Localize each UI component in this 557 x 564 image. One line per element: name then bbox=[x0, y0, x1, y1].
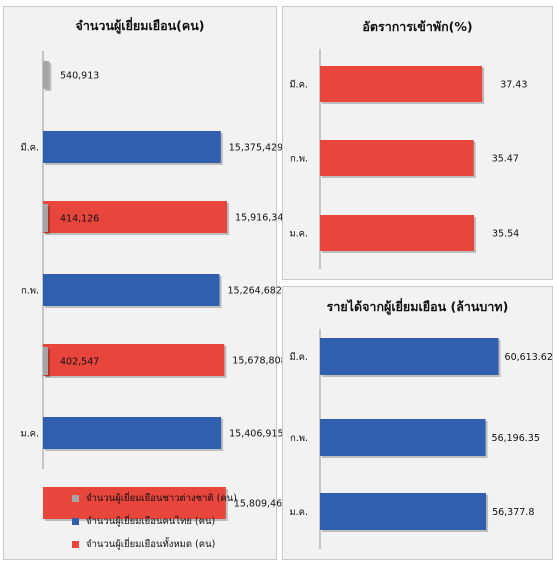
visitors-data-label-total-0: 15,916,342 bbox=[235, 213, 289, 224]
occupancy-category-label-1: ก.พ. bbox=[290, 154, 308, 165]
occupancy-bar-rate-0 bbox=[320, 66, 483, 102]
visitors-category-label-1: ก.พ. bbox=[21, 286, 39, 297]
legend-label-foreign: จำนวนผู้เยี่ยมเยือนชาวต่างชาติ (คน) bbox=[86, 493, 237, 504]
visitors-data-label-foreign-2: 402,547 bbox=[60, 357, 99, 368]
visitors-legend: จำนวนผู้เยี่ยมเยือนชาวต่างชาติ (คน) จำนว… bbox=[72, 487, 237, 556]
legend-item-thai: จำนวนผู้เยี่ยมเยือนคนไทย (คน) bbox=[72, 510, 237, 533]
visitors-bar-foreign-0 bbox=[43, 61, 50, 89]
visitors-chart-panel: จำนวนผู้เยี่ยมเยือน(คน) มี.ค. 540,913 15,3… bbox=[3, 6, 289, 560]
income-bar-income-0 bbox=[320, 338, 499, 375]
legend-swatch-foreign bbox=[72, 495, 79, 502]
occupancy-chart-panel: อัตราการเข้าพัก(%) มี.ค. 37.43 ก.พ. 35.47 ม.… bbox=[282, 6, 553, 280]
visitors-data-label-total-1: 15,678,808 bbox=[232, 356, 286, 367]
visitors-category-label-0: มี.ค. bbox=[20, 142, 39, 154]
visitors-bar-foreign-2 bbox=[43, 347, 48, 375]
legend-swatch-total bbox=[72, 541, 79, 548]
visitors-bar-total-1 bbox=[43, 344, 225, 376]
occupancy-bar-rate-1 bbox=[320, 140, 474, 176]
visitors-bar-thai-1 bbox=[43, 274, 220, 306]
legend-label-total: จำนวนผู้เยี่ยมเยือนทั้งหมด (คน) bbox=[86, 539, 216, 550]
legend-swatch-thai bbox=[72, 518, 79, 525]
visitors-bar-thai-0 bbox=[43, 131, 221, 163]
occupancy-data-label-rate-2: 35.54 bbox=[492, 229, 519, 240]
income-category-label-0: มี.ค. bbox=[289, 351, 308, 363]
income-data-label-income-2: 56,377.8 bbox=[492, 507, 534, 518]
visitors-bar-total-0 bbox=[43, 201, 228, 233]
visitors-data-label-foreign-0: 540,913 bbox=[60, 71, 99, 82]
income-category-label-2: ม.ค. bbox=[289, 507, 308, 518]
occupancy-data-label-rate-0: 37.43 bbox=[500, 80, 527, 91]
visitors-bar-total-2 bbox=[43, 487, 226, 519]
income-data-label-income-1: 56,196.35 bbox=[492, 433, 540, 444]
occupancy-chart-title: อัตราการเข้าพัก(%) bbox=[362, 19, 473, 34]
legend-label-thai: จำนวนผู้เยี่ยมเยือนคนไทย (คน) bbox=[86, 516, 216, 527]
occupancy-category-label-0: มี.ค. bbox=[289, 79, 308, 91]
visitors-bar-chart: มี.ค. 540,913 15,375,429 15,916,342 ก.พ. 414,… bbox=[20, 51, 289, 521]
legend-item-total: จำนวนผู้เยี่ยมเยือนทั้งหมด (คน) bbox=[72, 533, 237, 556]
visitors-data-label-total-2: 15,809,462 bbox=[234, 499, 288, 510]
occupancy-data-label-rate-1: 35.47 bbox=[492, 154, 519, 165]
visitors-data-label-thai-0: 15,375,429 bbox=[229, 143, 283, 154]
income-data-label-income-0: 60,613.62 bbox=[505, 352, 553, 363]
visitors-data-label-thai-2: 15,406,915 bbox=[229, 429, 283, 440]
occupancy-category-label-2: ม.ค. bbox=[289, 229, 308, 240]
income-category-label-1: ก.พ. bbox=[290, 433, 308, 444]
visitors-chart-title: จำนวนผู้เยี่ยมเยือน(คน) bbox=[75, 18, 205, 33]
income-bar-income-1 bbox=[320, 419, 486, 456]
occupancy-bar-chart: มี.ค. 37.43 ก.พ. 35.47 ม.ค. 35.54 bbox=[289, 49, 527, 269]
visitors-bar-foreign-1 bbox=[43, 204, 48, 232]
income-chart-title: รายได้จากผู้เยี่ยมเยือน (ล้านบาท) bbox=[326, 299, 509, 314]
income-chart-panel: รายได้จากผู้เยี่ยมเยือน (ล้านบาท) มี.ค. 6… bbox=[282, 286, 553, 560]
visitors-bar-thai-2 bbox=[43, 417, 222, 449]
visitors-category-label-2: ม.ค. bbox=[20, 429, 39, 440]
legend-item-foreign: จำนวนผู้เยี่ยมเยือนชาวต่างชาติ (คน) bbox=[72, 487, 237, 510]
income-bar-income-2 bbox=[320, 493, 487, 530]
income-bar-chart: มี.ค. 60,613.62 ก.พ. 56,196.35 ม.ค. 56,377.8 bbox=[289, 329, 553, 549]
visitors-data-label-foreign-1: 414,126 bbox=[60, 214, 99, 225]
visitors-data-label-thai-1: 15,264,682 bbox=[227, 286, 281, 297]
occupancy-bar-rate-2 bbox=[320, 215, 475, 251]
